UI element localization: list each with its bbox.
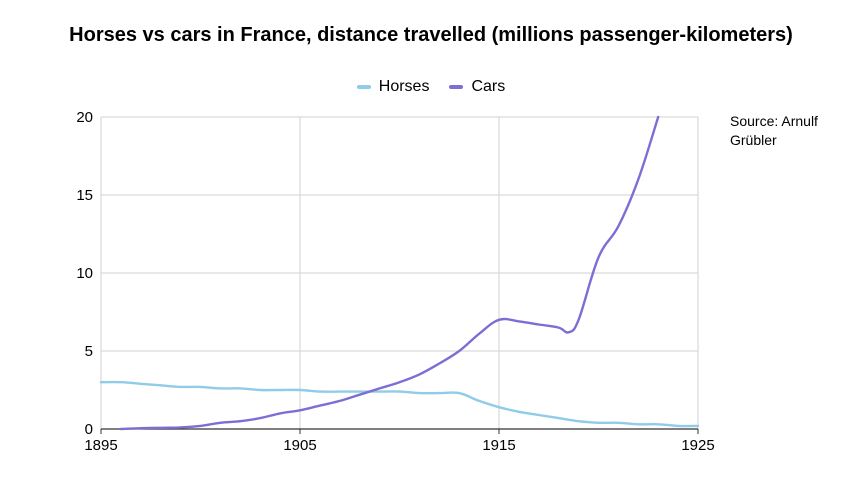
legend-swatch-horses <box>356 85 371 89</box>
series-line-cars <box>119 115 660 431</box>
legend-label-cars: Cars <box>471 78 506 95</box>
x-tick-label-1905: 1905 <box>283 437 316 454</box>
y-tick-label-5: 5 <box>85 343 93 360</box>
chart-title: Horses vs cars in France, distance trave… <box>69 24 793 46</box>
y-tick-label-15: 15 <box>76 187 93 204</box>
chart-legend: Horses Cars <box>0 78 862 96</box>
source-annotation: Source: Arnulf Grübler <box>730 113 818 148</box>
series-line-horses <box>99 380 700 428</box>
x-tick-label-1915: 1915 <box>482 437 515 454</box>
legend-item-horses[interactable]: Horses <box>356 78 430 96</box>
x-tick-label-1925: 1925 <box>681 437 714 454</box>
legend-swatch-cars <box>449 85 464 89</box>
y-tick-label-20: 20 <box>76 109 93 126</box>
legend-item-cars[interactable]: Cars <box>449 78 505 96</box>
x-tick-label-1895: 1895 <box>84 437 117 454</box>
y-tick-label-0: 0 <box>85 421 93 438</box>
legend-label-horses: Horses <box>378 78 430 95</box>
y-tick-label-10: 10 <box>76 265 93 282</box>
